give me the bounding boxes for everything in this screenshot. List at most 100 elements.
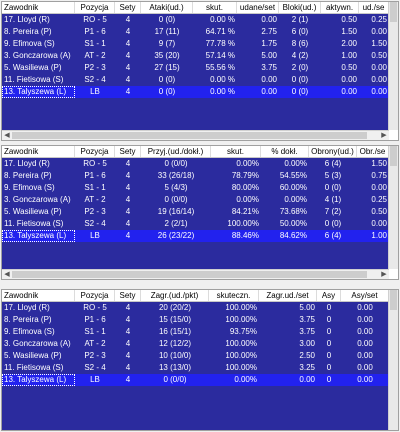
column-header-digs[interactable]: Obrony(ud.)	[309, 146, 357, 157]
cell-serves-per-set: 2.50	[299, 351, 315, 360]
cell-position: S1 - 1	[84, 39, 106, 48]
table-row[interactable]: 8. Pereira (P) P1 - 6 4 17 (11) 64.71 % …	[2, 26, 389, 38]
cell-sets: 4	[125, 327, 131, 336]
column-header-position[interactable]: Pozycja	[75, 2, 115, 13]
vertical-scrollbar[interactable]	[388, 290, 398, 430]
cell-efficiency: 100.00%	[225, 315, 257, 324]
cell-sets: 4	[125, 351, 131, 360]
table-row-selected[interactable]: 13. Talyszewa (L) LB 4 0 (0) 0.00 % 0.00…	[2, 86, 389, 98]
column-header-aces-per-set[interactable]: Asy/set	[341, 290, 389, 301]
column-header-sets[interactable]: Sety	[115, 146, 141, 157]
column-header-attack-efficiency[interactable]: skut.	[193, 2, 237, 13]
cell-accuracy: 60.00%	[279, 183, 307, 192]
table-row[interactable]: 17. Lloyd (R) RO - 5 4 0 (0/0) 0.00% 0.0…	[2, 158, 389, 170]
left-arrow-icon[interactable]: ◀	[4, 271, 10, 278]
cell-efficiency: 78.79%	[231, 171, 259, 180]
cell-per-set: 0.00	[261, 87, 277, 96]
scrollbar-thumb[interactable]	[390, 146, 397, 166]
table-row[interactable]: 9. Efimova (S) S1 - 1 4 9 (7) 77.78 % 1.…	[2, 38, 389, 50]
cell-sets: 4	[125, 159, 131, 168]
column-header-position[interactable]: Pozycja	[75, 290, 115, 301]
column-header-accuracy[interactable]: % dokł.	[261, 146, 309, 157]
column-header-player[interactable]: Zawodnik	[2, 2, 75, 13]
column-header-serves[interactable]: Zagr.(ud./pkt)	[141, 290, 209, 301]
cell-efficiency: 93.75%	[229, 327, 257, 336]
attack-stats-table[interactable]: Zawodnik Pozycja Sety Ataki(ud.) skut. u…	[1, 1, 399, 141]
table-row[interactable]: 17. Lloyd (R) RO - 5 4 0 (0) 0.00 % 0.00…	[2, 14, 389, 26]
column-header-receptions[interactable]: Przyj.(ud./dokł.)	[141, 146, 211, 157]
table-row[interactable]: 11. Fietisowa (S) S2 - 4 4 13 (13/0) 100…	[2, 362, 389, 374]
column-header-blocks-per-set[interactable]: ud./se	[359, 2, 389, 13]
cell-position: AT - 2	[84, 51, 106, 60]
cell-sets: 4	[125, 63, 131, 72]
cell-blocks: 2 (1)	[291, 15, 309, 24]
horizontal-scrollbar[interactable]: ◀ ▶	[2, 130, 389, 140]
cell-aces-per-set: 0.00	[357, 303, 373, 312]
table-row[interactable]: 5. Wasiliewa (P) P2 - 3 4 27 (15) 55.56 …	[2, 62, 389, 74]
cell-position: LB	[90, 231, 100, 240]
cell-player: 13. Talyszewa (L)	[2, 230, 75, 242]
serve-stats-table[interactable]: Zawodnik Pozycja Sety Zagr.(ud./pkt) sku…	[1, 289, 399, 431]
cell-per-set: 0.00	[261, 75, 277, 84]
cell-attacks: 0 (0)	[158, 15, 176, 24]
table-row-selected[interactable]: 13. Talyszewa (L) LB 4 26 (23/22) 88.46%…	[2, 230, 389, 242]
cell-sets: 4	[125, 195, 131, 204]
column-header-reception-efficiency[interactable]: skut.	[211, 146, 261, 157]
column-header-player[interactable]: Zawodnik	[2, 146, 75, 157]
cell-serves: 16 (15/1)	[158, 327, 192, 336]
cell-activity: 1.00	[341, 51, 357, 60]
table-row[interactable]: 8. Pereira (P) P1 - 6 4 15 (15/0) 100.00…	[2, 314, 389, 326]
column-header-position[interactable]: Pozycja	[75, 146, 115, 157]
scrollbar-thumb[interactable]	[390, 290, 397, 310]
scrollbar-thumb[interactable]	[12, 132, 367, 139]
column-header-digs-per-set[interactable]: Obr./se	[357, 146, 389, 157]
cell-receptions: 5 (4/3)	[164, 183, 188, 192]
table-row[interactable]: 5. Wasiliewa (P) P2 - 3 4 19 (16/14) 84.…	[2, 206, 389, 218]
cell-efficiency: 100.00%	[225, 363, 257, 372]
column-header-serves-per-set[interactable]: Zagr.ud./set	[259, 290, 317, 301]
column-header-sets[interactable]: Sety	[115, 2, 141, 13]
cell-position: LB	[90, 375, 100, 384]
horizontal-scrollbar[interactable]: ◀ ▶	[2, 269, 389, 279]
column-header-block-activity[interactable]: aktywn.	[321, 2, 359, 13]
column-header-serve-efficiency[interactable]: skuteczn.	[209, 290, 259, 301]
cell-player: 17. Lloyd (R)	[4, 303, 50, 312]
scrollbar-thumb[interactable]	[390, 2, 397, 22]
cell-blocks-per-set: 0.00	[371, 75, 387, 84]
right-arrow-icon[interactable]: ▶	[381, 271, 387, 278]
column-header-attacks[interactable]: Ataki(ud.)	[141, 2, 193, 13]
table-empty-area	[2, 98, 389, 130]
column-header-blocks[interactable]: Bloki(ud.)	[279, 2, 321, 13]
table-row[interactable]: 17. Lloyd (R) RO - 5 4 20 (20/2) 100.00%…	[2, 302, 389, 314]
table-row[interactable]: 3. Gonczarowa (A) AT - 2 4 35 (20) 57.14…	[2, 50, 389, 62]
vertical-scrollbar[interactable]	[388, 146, 398, 269]
column-header-player[interactable]: Zawodnik	[2, 290, 75, 301]
column-header-aces[interactable]: Asy	[317, 290, 341, 301]
cell-sets: 4	[125, 303, 131, 312]
cell-position: AT - 2	[84, 339, 106, 348]
table-row[interactable]: 8. Pereira (P) P1 - 6 4 33 (26/18) 78.79…	[2, 170, 389, 182]
table-row[interactable]: 9. Efimova (S) S1 - 1 4 16 (15/1) 93.75%…	[2, 326, 389, 338]
table-row[interactable]: 5. Wasiliewa (P) P2 - 3 4 10 (10/0) 100.…	[2, 350, 389, 362]
table-row[interactable]: 11. Fietisowa (S) S2 - 4 4 0 (0) 0.00 % …	[2, 74, 389, 86]
left-arrow-icon[interactable]: ◀	[4, 132, 10, 139]
column-header-attacks-per-set[interactable]: udane/set	[237, 2, 279, 13]
cell-aces-per-set: 0.00	[357, 375, 373, 384]
cell-serves: 0 (0/0)	[163, 375, 187, 384]
scrollbar-thumb[interactable]	[12, 271, 367, 278]
reception-stats-table[interactable]: Zawodnik Pozycja Sety Przyj.(ud./dokł.) …	[1, 145, 399, 280]
table-row-selected[interactable]: 13. Talyszewa (L) LB 4 0 (0/0) 0.00% 0.0…	[2, 374, 389, 386]
cell-blocks: 2 (0)	[291, 63, 309, 72]
table-row[interactable]: 11. Fietisowa (S) S2 - 4 4 2 (2/1) 100.0…	[2, 218, 389, 230]
vertical-scrollbar[interactable]	[388, 2, 398, 130]
column-header-sets[interactable]: Sety	[115, 290, 141, 301]
cell-accuracy: 50.00%	[279, 219, 307, 228]
table-row[interactable]: 3. Gonczarowa (A) AT - 2 4 0 (0/0) 0.00%…	[2, 194, 389, 206]
cell-digs: 4 (1)	[324, 195, 342, 204]
table-row[interactable]: 9. Efimova (S) S1 - 1 4 5 (4/3) 80.00% 6…	[2, 182, 389, 194]
cell-serves: 13 (13/0)	[158, 363, 192, 372]
cell-blocks-per-set: 0.00	[371, 87, 387, 96]
cell-sets: 4	[125, 171, 131, 180]
table-row[interactable]: 3. Gonczarowa (A) AT - 2 4 12 (12/2) 100…	[2, 338, 389, 350]
right-arrow-icon[interactable]: ▶	[381, 132, 387, 139]
